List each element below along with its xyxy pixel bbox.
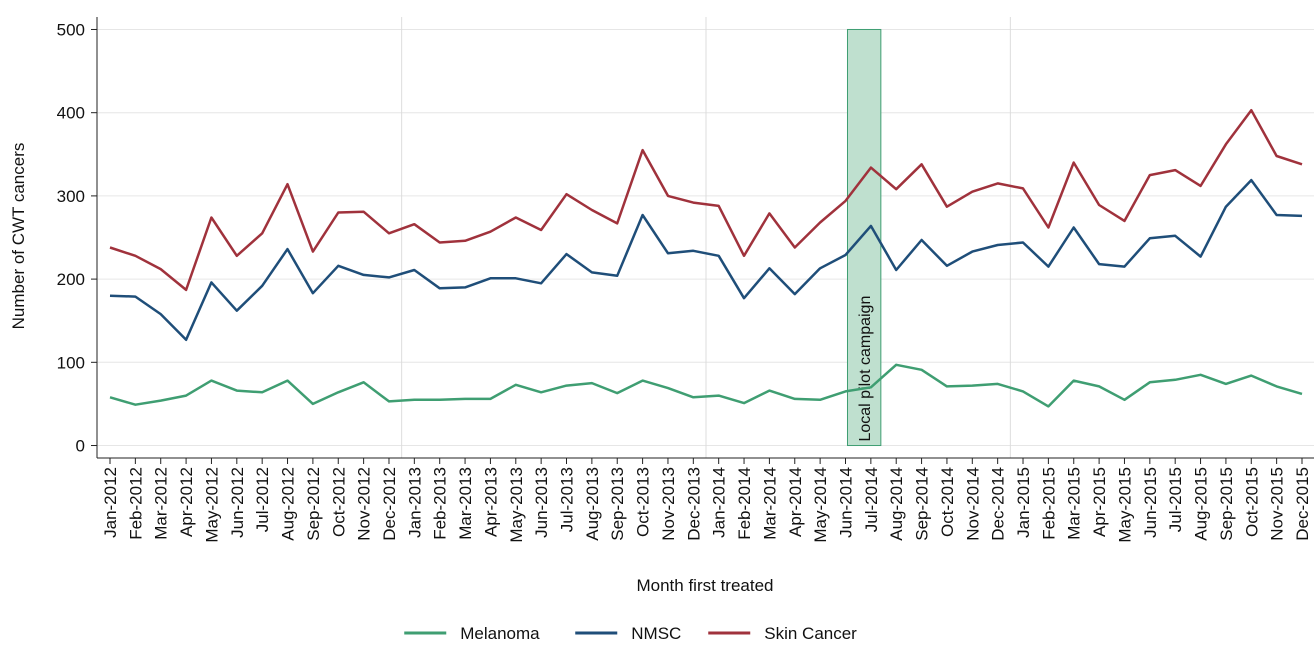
x-tick-label: Feb-2015 — [1039, 467, 1058, 540]
x-tick-label: Jun-2015 — [1141, 467, 1160, 538]
x-tick-label: Feb-2014 — [735, 467, 754, 540]
x-tick-label: Mar-2013 — [456, 467, 475, 540]
x-tick-label: May-2015 — [1115, 467, 1134, 543]
x-tick-label: Oct-2012 — [329, 467, 348, 537]
legend-label: NMSC — [631, 624, 681, 643]
x-tick-label: Nov-2012 — [355, 467, 374, 541]
x-axis-label: Month first treated — [636, 576, 773, 595]
x-tick-label: Nov-2015 — [1268, 467, 1287, 541]
x-tick-label: Jul-2013 — [558, 467, 577, 532]
x-tick-label: Mar-2014 — [760, 467, 779, 540]
annotation-band — [846, 28, 882, 447]
x-tick-label: Mar-2012 — [152, 467, 171, 540]
x-tick-label: Nov-2013 — [659, 467, 678, 541]
y-tick-label: 200 — [57, 270, 85, 289]
series-line — [109, 178, 1303, 342]
x-tick-label: Jun-2013 — [532, 467, 551, 538]
x-tick-label: Apr-2014 — [786, 467, 805, 537]
x-tick-label: Jul-2014 — [862, 467, 881, 532]
x-tick-label: Sep-2013 — [608, 467, 627, 541]
y-tick-label: 500 — [57, 20, 85, 39]
x-tick-label: Dec-2014 — [989, 467, 1008, 541]
x-tick-label: Aug-2015 — [1192, 467, 1211, 541]
x-tick-label: Sep-2015 — [1217, 467, 1236, 541]
x-tick-label: Aug-2013 — [583, 467, 602, 541]
x-tick-label: Jan-2013 — [405, 467, 424, 538]
x-tick-label: Feb-2012 — [126, 467, 145, 540]
x-tick-label: Jul-2012 — [253, 467, 272, 532]
x-tick-label: May-2013 — [507, 467, 526, 543]
x-tick-label: Aug-2014 — [887, 467, 906, 541]
annotation-text: Local pilot campaign — [857, 296, 874, 442]
series-line — [109, 363, 1303, 408]
x-tick-label: Aug-2012 — [279, 467, 298, 541]
legend-label: Melanoma — [460, 624, 540, 643]
y-tick-label: 400 — [57, 104, 85, 123]
x-tick-label: Sep-2012 — [304, 467, 323, 541]
x-tick-label: Jul-2015 — [1166, 467, 1185, 532]
x-tick-label: Feb-2013 — [431, 467, 450, 540]
x-tick-label: Oct-2014 — [938, 467, 957, 537]
x-tick-label: Nov-2014 — [963, 467, 982, 541]
x-tick-label: Jun-2014 — [836, 467, 855, 538]
x-tick-label: Dec-2015 — [1293, 467, 1312, 541]
x-tick-label: Sep-2014 — [913, 467, 932, 541]
x-tick-label: Jan-2015 — [1014, 467, 1033, 538]
x-tick-label: Jun-2012 — [228, 467, 247, 538]
x-tick-label: Apr-2015 — [1090, 467, 1109, 537]
legend-label: Skin Cancer — [764, 624, 857, 643]
y-tick-label: 100 — [57, 353, 85, 372]
x-tick-label: Oct-2015 — [1242, 467, 1261, 537]
x-tick-label: Oct-2013 — [634, 467, 653, 537]
x-tick-label: Mar-2015 — [1065, 467, 1084, 540]
x-tick-label: May-2014 — [811, 467, 830, 543]
x-tick-label: Jan-2014 — [710, 467, 729, 538]
x-tick-label: Dec-2012 — [380, 467, 399, 541]
y-axis-label: Number of CWT cancers — [9, 143, 28, 330]
x-tick-label: Dec-2013 — [684, 467, 703, 541]
series-line — [109, 108, 1303, 292]
x-tick-label: Apr-2012 — [177, 467, 196, 537]
x-tick-label: May-2012 — [202, 467, 221, 543]
y-tick-label: 300 — [57, 187, 85, 206]
x-tick-label: Apr-2013 — [481, 467, 500, 537]
y-tick-label: 0 — [76, 437, 85, 456]
x-tick-label: Jan-2012 — [101, 467, 120, 538]
